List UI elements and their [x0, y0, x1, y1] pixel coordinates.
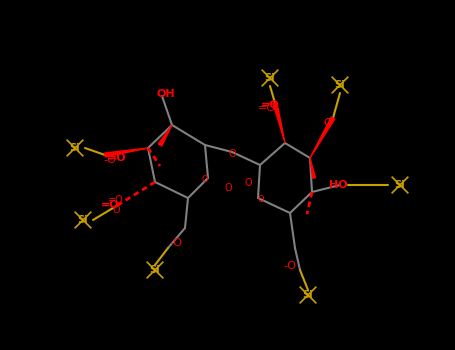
Text: O: O: [244, 178, 252, 188]
Polygon shape: [105, 148, 148, 157]
Text: O: O: [324, 118, 332, 128]
Text: =O: =O: [108, 195, 124, 205]
Text: O: O: [112, 205, 120, 215]
Text: =O: =O: [258, 103, 276, 113]
Text: O: O: [202, 175, 208, 184]
Text: HO: HO: [329, 180, 348, 190]
Text: Si: Si: [78, 215, 88, 225]
Text: =O: =O: [261, 100, 279, 110]
Polygon shape: [158, 125, 172, 146]
Text: OH: OH: [157, 89, 175, 99]
Text: O: O: [228, 149, 236, 159]
Text: -O: -O: [103, 155, 116, 165]
Text: Si: Si: [70, 143, 81, 153]
Text: =O: =O: [101, 200, 119, 210]
Polygon shape: [310, 117, 335, 158]
Text: =O: =O: [108, 153, 126, 163]
Polygon shape: [273, 103, 285, 143]
Text: -O: -O: [283, 261, 297, 271]
Polygon shape: [310, 158, 315, 178]
Text: -O: -O: [170, 238, 182, 248]
Text: Si: Si: [335, 80, 345, 90]
Text: Si: Si: [265, 73, 275, 83]
Text: Si: Si: [303, 290, 313, 300]
Text: Si: Si: [394, 180, 405, 190]
Text: O: O: [258, 196, 264, 204]
Text: O: O: [224, 183, 232, 193]
Text: Si: Si: [150, 265, 160, 275]
